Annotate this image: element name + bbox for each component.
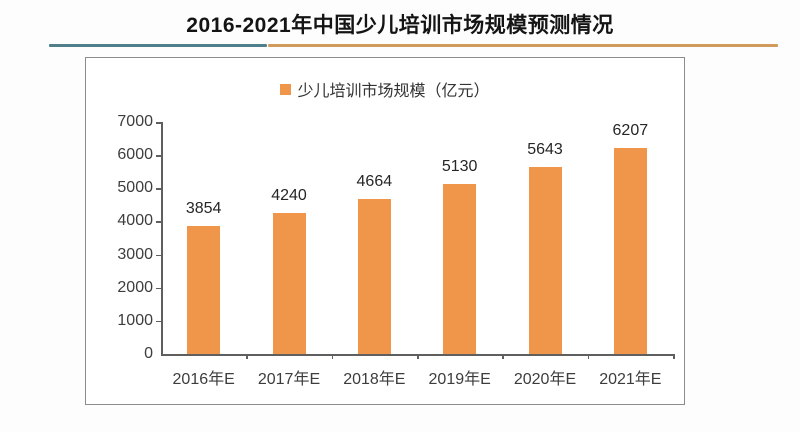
y-axis-tick-label: 5000 bbox=[117, 179, 153, 197]
x-axis-tick-label: 2016年E bbox=[172, 371, 235, 388]
bar bbox=[272, 213, 306, 354]
bar-value-label: 3854 bbox=[185, 200, 222, 218]
x-axis-tick-label: 2021年E bbox=[599, 371, 662, 388]
bar-value-label: 6207 bbox=[612, 122, 649, 140]
bar-value-label: 4240 bbox=[271, 187, 307, 205]
y-axis-tick-label: 6000 bbox=[117, 146, 153, 164]
x-axis-tick-label: 2020年E bbox=[513, 371, 577, 388]
y-tick-mark bbox=[156, 188, 161, 190]
y-axis-tick-label: 7000 bbox=[117, 113, 153, 130]
bar bbox=[443, 183, 477, 354]
y-axis-tick-label: 1000 bbox=[117, 311, 153, 329]
title-divider-left bbox=[49, 44, 267, 47]
y-axis-tick-label: 4000 bbox=[117, 212, 153, 230]
x-axis-tick-label: 2018年E bbox=[343, 371, 406, 388]
y-axis-tick-label: 2000 bbox=[117, 278, 153, 296]
title-divider-right bbox=[268, 44, 778, 47]
chart-title: 2016-2021年中国少儿培训市场规模预测情况 bbox=[186, 14, 614, 37]
bar bbox=[613, 148, 647, 354]
bar bbox=[528, 166, 562, 354]
bar bbox=[187, 226, 221, 354]
y-tick-mark bbox=[156, 254, 161, 257]
bar-value-label: 5130 bbox=[441, 157, 478, 175]
y-axis-tick-label: 3000 bbox=[117, 245, 153, 263]
bar-value-label: 4664 bbox=[356, 173, 393, 191]
y-tick-mark bbox=[156, 155, 161, 157]
x-tick-mark bbox=[502, 354, 504, 359]
y-axis-line bbox=[161, 122, 163, 354]
y-axis-tick-label: 0 bbox=[144, 345, 153, 362]
plot-area: 0 1000 2000 3000 4000 5000 6000 7000 3854 2016年E 4… bbox=[86, 58, 684, 404]
x-axis-tick-label: 2019年E bbox=[428, 371, 491, 388]
x-tick-mark bbox=[246, 354, 248, 359]
legend: 少儿培训市场规模（亿元） bbox=[86, 77, 684, 101]
legend-label: 少儿培训市场规模（亿元） bbox=[297, 83, 490, 100]
y-tick-mark bbox=[156, 122, 161, 124]
bar-value-label: 5643 bbox=[527, 140, 563, 158]
x-tick-mark bbox=[587, 354, 590, 359]
bar bbox=[357, 199, 391, 354]
x-tick-mark bbox=[417, 354, 419, 359]
legend-swatch-icon bbox=[280, 83, 292, 95]
x-axis-tick-label: 2017年E bbox=[257, 371, 321, 388]
x-tick-mark bbox=[673, 354, 675, 359]
x-tick-mark bbox=[331, 354, 334, 359]
y-tick-mark bbox=[156, 320, 161, 323]
y-tick-mark bbox=[156, 287, 161, 290]
y-tick-mark bbox=[156, 221, 161, 223]
chart-box: 少儿培训市场规模（亿元） 0 1000 2000 3000 4000 5000 6000 70… bbox=[85, 57, 685, 405]
